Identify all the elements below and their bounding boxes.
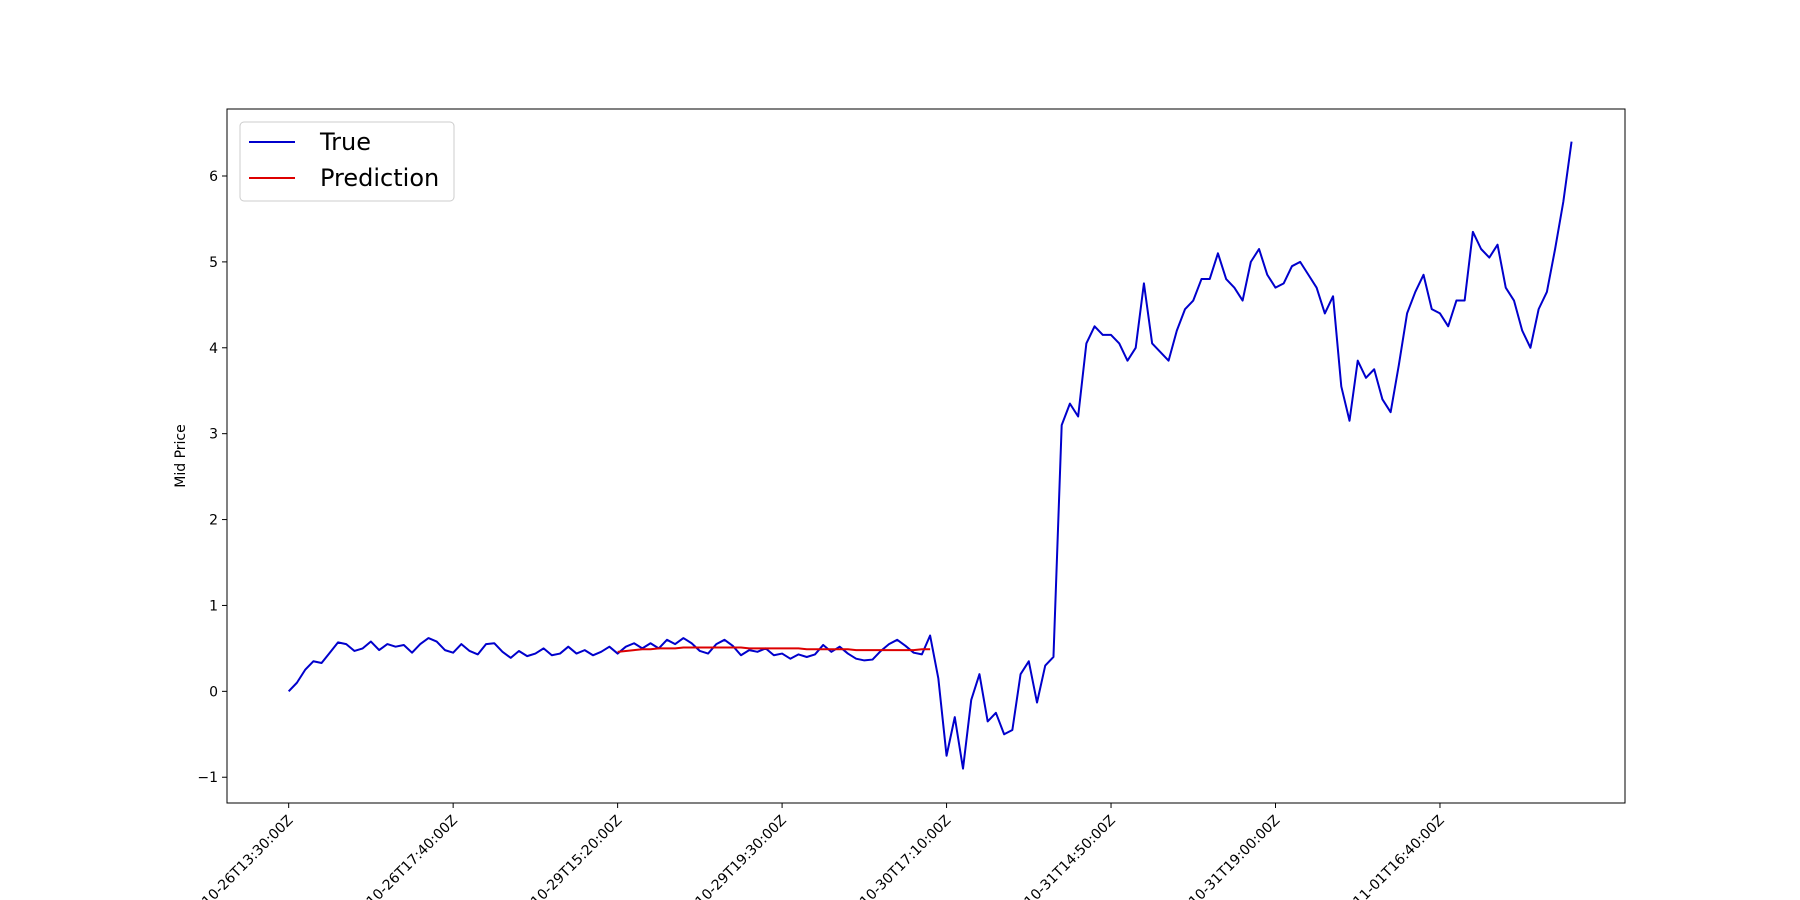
line-series — [287, 141, 1573, 770]
y-tick-label: −1 — [197, 770, 218, 786]
y-tick-label: 5 — [209, 255, 218, 271]
y-tick-label: 0 — [209, 684, 218, 700]
y-tick-label: 2 — [209, 513, 218, 529]
y-axis-label: Mid Price — [173, 424, 189, 487]
legend-label: Prediction — [320, 164, 439, 192]
legend: True Prediction — [239, 121, 455, 202]
plot-frame — [226, 108, 1626, 804]
y-tick-label: 1 — [209, 598, 218, 614]
y-tick-label: 6 — [209, 169, 218, 185]
legend-label: True — [319, 128, 371, 156]
y-tick-label: 3 — [209, 427, 218, 443]
line-series — [617, 646, 931, 653]
y-tick-label: 4 — [209, 341, 218, 357]
